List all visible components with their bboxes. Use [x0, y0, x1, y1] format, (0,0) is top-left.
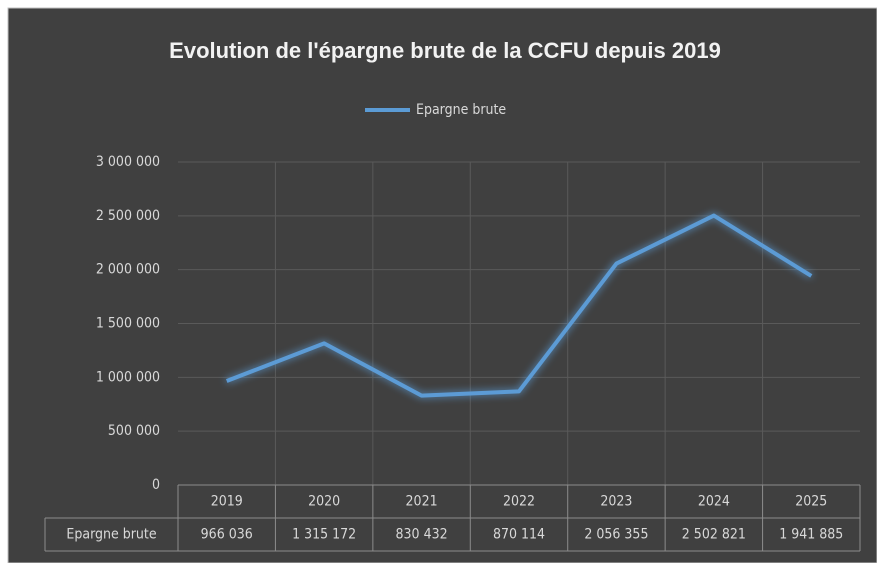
x-tick-label: 2020 — [308, 494, 340, 510]
x-tick-label: 2023 — [600, 494, 632, 510]
series-line — [225, 213, 813, 398]
x-tick-label: 2019 — [211, 494, 243, 510]
y-tick-label: 1 500 000 — [96, 316, 160, 332]
x-tick-label: 2022 — [503, 494, 535, 510]
table-value: 1 941 885 — [779, 527, 843, 543]
chart-title: Evolution de l'épargne brute de la CCFU … — [169, 38, 721, 63]
table-value: 966 036 — [201, 527, 253, 543]
table-value: 1 315 172 — [292, 527, 356, 543]
table-value: 830 432 — [396, 527, 448, 543]
table-row-label: Epargne brute — [66, 527, 156, 543]
table-value: 2 502 821 — [682, 527, 746, 543]
x-tick-label: 2024 — [698, 494, 730, 510]
legend-label: Epargne brute — [416, 102, 506, 118]
x-tick-label: 2021 — [406, 494, 438, 510]
y-tick-label: 2 500 000 — [96, 208, 160, 224]
y-tick-label: 2 000 000 — [96, 262, 160, 278]
y-tick-label: 0 — [152, 477, 160, 493]
table-value: 2 056 355 — [584, 527, 648, 543]
y-tick-label: 500 000 — [108, 423, 160, 439]
chart-background — [7, 7, 877, 563]
table-value: 870 114 — [493, 527, 545, 543]
y-tick-label: 1 000 000 — [96, 369, 160, 385]
x-tick-label: 2025 — [795, 494, 827, 510]
y-tick-label: 3 000 000 — [96, 154, 160, 170]
